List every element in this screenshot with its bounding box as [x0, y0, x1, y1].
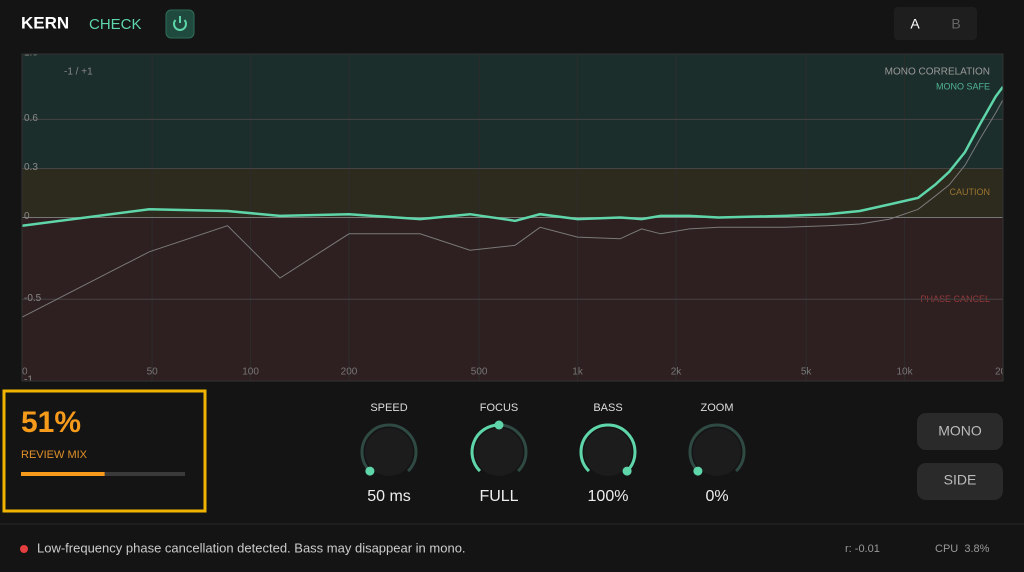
y-tick-label: 0: [24, 211, 30, 222]
mix-fill: [21, 472, 105, 476]
knob-label: BASS: [593, 402, 622, 414]
knob[interactable]: [360, 423, 418, 476]
side-button[interactable]: [917, 463, 1003, 500]
x-tick-label: 5k: [801, 367, 813, 378]
knob-value: 50 ms: [367, 488, 411, 505]
knob-value: 0%: [705, 488, 728, 505]
y-tick-label: 0.6: [24, 113, 38, 124]
ab-button[interactable]: A: [910, 16, 920, 32]
review-mix-caption: REVIEW MIX: [21, 449, 88, 461]
knob[interactable]: [688, 423, 746, 476]
knob-indicator: [494, 420, 504, 430]
knob-label: SPEED: [370, 402, 407, 414]
y-tick-label: -0.5: [24, 293, 42, 304]
knob-label: FOCUS: [480, 402, 519, 414]
x-tick-label: 200: [341, 367, 358, 378]
knob-body: [584, 428, 632, 476]
correlation-readout: r: -0.01: [845, 543, 880, 555]
knob-value: FULL: [479, 488, 518, 505]
knob-arc: [579, 423, 637, 473]
knob-body: [693, 428, 741, 476]
knob-arc: [470, 423, 500, 473]
x-tick-label: 1k: [572, 367, 584, 378]
y-tick-label: 0.3: [24, 162, 38, 173]
x-tick-label: 2k: [671, 367, 683, 378]
x-tick-label: 50: [147, 367, 159, 378]
brand: KERN: [21, 13, 69, 32]
zone-label: MONO SAFE: [936, 81, 990, 91]
zone-label: CAUTION: [950, 187, 991, 197]
knob-track: [688, 423, 746, 473]
status-message: Low-frequency phase cancellation detecte…: [37, 540, 466, 555]
ab-toggle: [894, 7, 977, 40]
x-tick-label: 20k: [995, 367, 1012, 378]
y-tick-label: 1.0: [24, 48, 38, 59]
button-label: SIDE: [944, 472, 977, 488]
knob[interactable]: [579, 423, 637, 476]
highlight-box: [2, 389, 207, 513]
review-mix-value: 51%: [21, 406, 81, 439]
plot-frame: [21, 53, 1004, 382]
knob-value: 100%: [588, 488, 629, 505]
annotation: -1 / +1: [64, 67, 93, 78]
cpu-readout: CPU 3.8%: [935, 543, 990, 555]
series-line: [22, 99, 1003, 318]
chart-title: MONO CORRELATION: [885, 67, 990, 78]
y-tick-label: -1: [24, 375, 33, 386]
series-line: [22, 85, 1003, 227]
knob-indicator: [365, 466, 375, 476]
alert-dot: [20, 545, 28, 553]
knob-indicator: [622, 466, 632, 476]
product: CHECK: [89, 16, 142, 33]
knob-indicator: [693, 466, 703, 476]
mono-button[interactable]: [917, 413, 1003, 450]
knob-track: [360, 423, 418, 473]
x-tick-label: 100: [242, 367, 259, 378]
knob-label: ZOOM: [701, 402, 734, 414]
x-tick-label: 500: [471, 367, 488, 378]
knob-body: [365, 428, 413, 476]
knob[interactable]: [470, 420, 528, 477]
x-tick-label: 20: [16, 367, 28, 378]
button-label: MONO: [938, 423, 982, 439]
zone: [22, 54, 1003, 169]
power-button[interactable]: [165, 9, 195, 39]
ab-button[interactable]: B: [951, 16, 960, 32]
x-tick-label: 10k: [897, 367, 914, 378]
knob-body: [475, 428, 523, 476]
